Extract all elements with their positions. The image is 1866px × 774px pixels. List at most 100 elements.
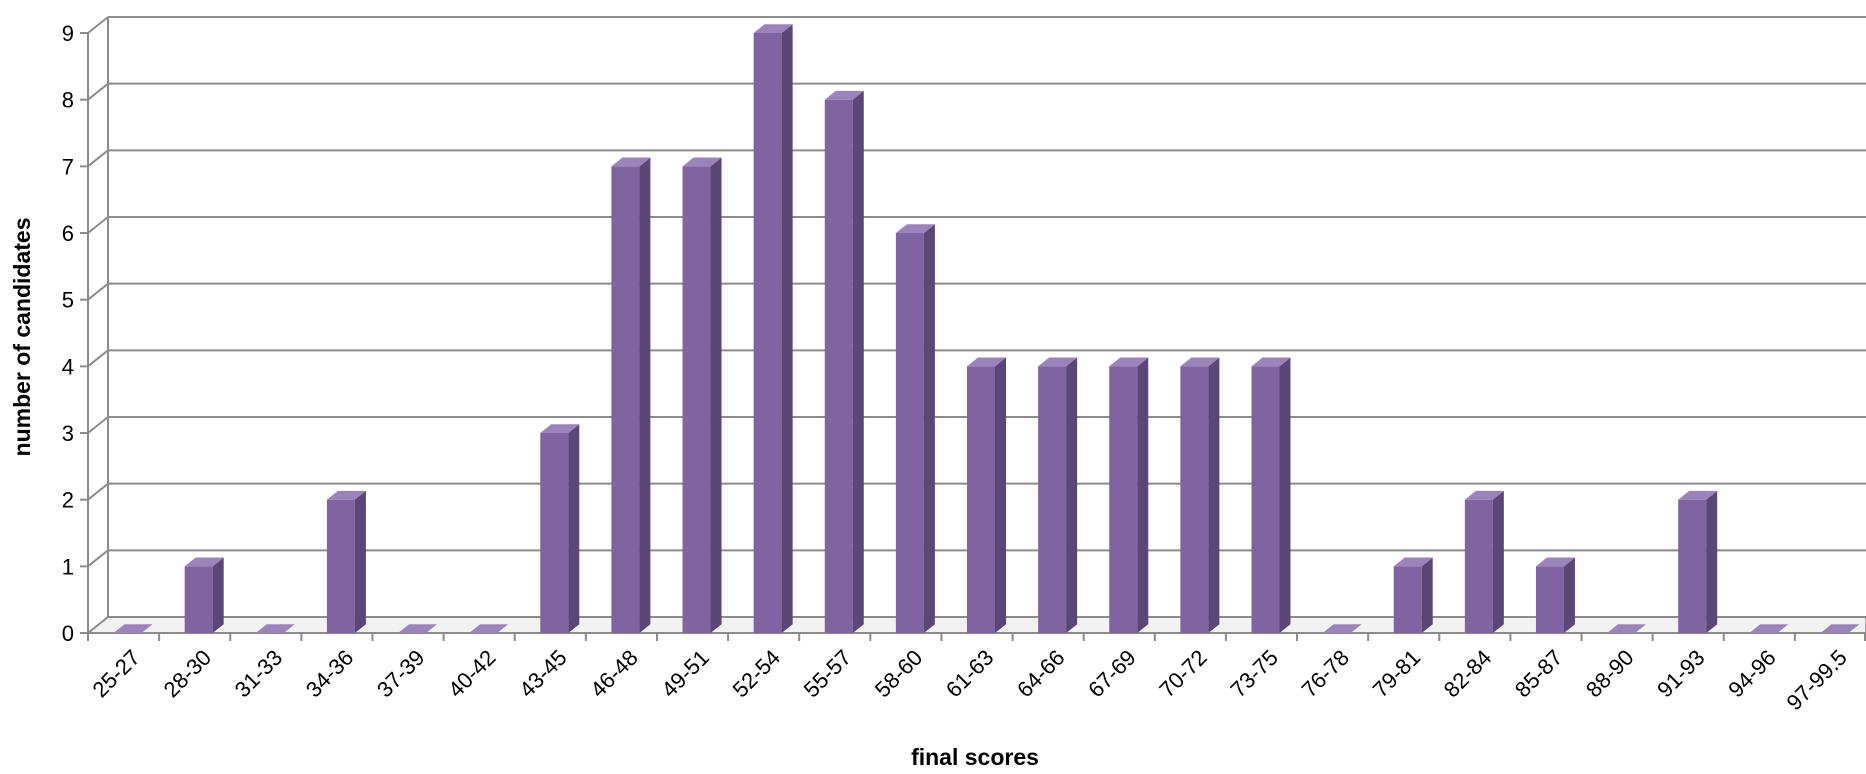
- bar: [1678, 490, 1718, 633]
- bar-top: [682, 157, 722, 167]
- y-tick-label: 0: [62, 621, 74, 646]
- bar: [1535, 557, 1575, 633]
- bar-top: [113, 624, 153, 633]
- bar: [824, 90, 864, 633]
- bar-top: [895, 224, 935, 233]
- x-tick-label: 94-96: [1723, 645, 1780, 702]
- gridline-side: [87, 416, 109, 434]
- bar-top: [611, 157, 651, 167]
- bar-front: [1180, 366, 1209, 633]
- bar: [398, 624, 438, 633]
- x-tick-label: 76-78: [1297, 645, 1354, 702]
- bar-front: [895, 233, 924, 633]
- bar-front: [611, 166, 640, 634]
- x-tick-label: 49-51: [656, 645, 713, 702]
- bar-side: [1279, 357, 1291, 633]
- bar-top: [184, 557, 224, 567]
- bar: [113, 624, 153, 633]
- gridline-side: [87, 282, 109, 301]
- x-tick-label: 67-69: [1083, 645, 1140, 702]
- y-tick-label: 7: [62, 154, 74, 179]
- bar: [1322, 624, 1362, 633]
- bar: [540, 424, 580, 633]
- bar-front: [824, 99, 853, 633]
- bar-front: [1393, 566, 1422, 633]
- gridline-side: [87, 482, 109, 501]
- gridline-side: [87, 149, 109, 168]
- bar-top: [398, 624, 438, 633]
- bar-side: [1208, 357, 1220, 633]
- bar-top: [1749, 624, 1789, 633]
- y-tick-label: 6: [62, 221, 74, 246]
- bar-side: [639, 157, 651, 634]
- y-tick-label: 8: [62, 88, 74, 113]
- bar-front: [1678, 499, 1707, 633]
- bar-top: [1607, 624, 1647, 633]
- x-tick-label: 25-27: [88, 645, 145, 702]
- x-tick-label: 70-72: [1154, 645, 1211, 702]
- bar-front: [1038, 366, 1067, 633]
- bar: [326, 490, 366, 633]
- bar-top: [1464, 490, 1504, 500]
- bar-side: [354, 490, 366, 633]
- bar-side: [1706, 490, 1718, 633]
- x-tick-label: 43-45: [514, 645, 571, 702]
- bar-front: [1251, 366, 1280, 633]
- gridline-side: [87, 616, 109, 634]
- bar: [255, 624, 295, 633]
- bar-side: [1066, 357, 1078, 633]
- x-tick-label: 46-48: [585, 645, 642, 702]
- bar-top: [540, 424, 580, 433]
- x-tick-label: 91-93: [1652, 645, 1709, 702]
- y-tick-label: 9: [62, 21, 74, 46]
- bar-top: [1535, 557, 1575, 567]
- bar-front: [540, 433, 569, 633]
- x-tick-label: 88-90: [1581, 645, 1638, 702]
- bar: [469, 624, 509, 633]
- bar: [611, 157, 651, 634]
- bar-front: [967, 366, 995, 633]
- bar-front: [753, 33, 782, 633]
- x-tick-label: 79-81: [1368, 645, 1425, 702]
- bar-front: [1464, 499, 1493, 633]
- x-tick-label: 64-66: [1012, 645, 1069, 702]
- y-tick-label: 4: [62, 354, 74, 379]
- bar-side: [212, 557, 224, 633]
- y-tick-label: 2: [62, 488, 74, 513]
- bar-side: [852, 90, 864, 633]
- bars: [113, 24, 1860, 634]
- bar-side: [995, 357, 1006, 633]
- bar: [1038, 357, 1078, 633]
- bar: [967, 357, 1006, 633]
- bar-top: [1109, 357, 1149, 367]
- bar-front: [184, 566, 213, 633]
- bar-front: [1535, 566, 1564, 633]
- gridline-side: [87, 349, 109, 368]
- bar: [682, 157, 722, 634]
- bar-top: [1180, 357, 1220, 367]
- bar-top: [1393, 557, 1433, 567]
- x-axis-ticks: 25-27 28-30 31-33 34-36 37-39 40-42 43-45 46-48…: [87, 633, 1866, 715]
- x-tick-label: 97-99.5: [1781, 645, 1851, 715]
- bar-side: [1492, 490, 1504, 633]
- bar-top: [1038, 357, 1078, 367]
- bar-top: [326, 490, 366, 500]
- bar-top: [255, 624, 295, 633]
- y-axis-ticks: 0 1 2 3 4 5 6 7 8 9: [62, 21, 88, 646]
- bar-side: [710, 157, 722, 634]
- bar-top: [1251, 357, 1291, 367]
- bar: [753, 24, 793, 633]
- x-tick-label: 55-57: [799, 645, 856, 702]
- bar-side: [1421, 557, 1433, 633]
- x-tick-label: 82-84: [1439, 645, 1496, 702]
- bar: [1393, 557, 1433, 633]
- y-tick-label: 3: [62, 421, 74, 446]
- bar-side: [923, 224, 935, 633]
- x-axis-title: final scores: [911, 744, 1039, 770]
- bar-front: [682, 166, 711, 634]
- bar: [1820, 624, 1860, 633]
- y-tick-label: 1: [62, 554, 74, 579]
- x-tick-label: 34-36: [301, 645, 358, 702]
- bar-top: [1820, 624, 1860, 633]
